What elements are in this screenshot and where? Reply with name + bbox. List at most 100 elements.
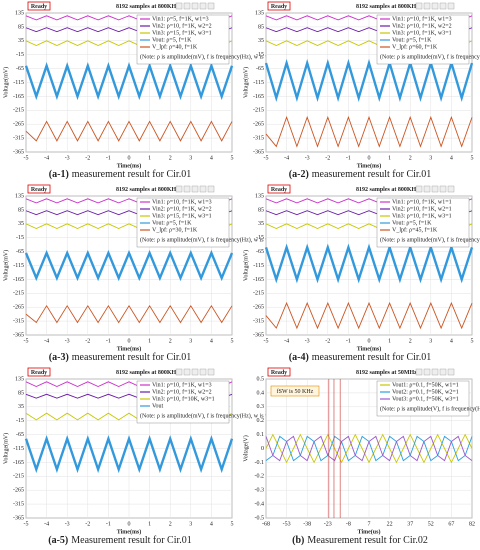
legend-label: Vin2: ρ=10, f=1K, w2=2 — [152, 205, 212, 212]
y-tick-label: 0.2 — [257, 418, 265, 424]
y-tick-label: -365 — [253, 149, 264, 155]
y-tick-label: -315 — [253, 135, 264, 141]
annotation: fSW is 50 KHz — [277, 388, 314, 395]
x-tick-label: 1 — [148, 155, 151, 161]
y-tick-label: -65 — [16, 66, 24, 72]
y-tick-label: -215 — [13, 108, 24, 114]
x-tick-label: -1 — [106, 521, 111, 527]
y-tick-label: -165 — [13, 460, 24, 466]
caption: (b) Measurement result for Cir.02 — [292, 535, 428, 546]
status: Ready — [31, 4, 47, 10]
tool-icon — [199, 368, 207, 376]
x-axis-label: Time(ms) — [357, 162, 382, 169]
x-tick-label: -4 — [44, 338, 49, 344]
legend-box — [376, 380, 470, 417]
x-tick-label: -1 — [106, 338, 111, 344]
y-tick-label: -65 — [256, 249, 264, 255]
x-tick-label: 0 — [128, 521, 131, 527]
caption-text: Measurement result for Cir.02 — [307, 535, 428, 546]
x-tick-label: 4 — [210, 155, 213, 161]
y-tick-label: 0.1 — [257, 432, 265, 438]
series-line — [265, 433, 473, 464]
y-tick-label: -65 — [256, 66, 264, 72]
x-tick-label: -5 — [24, 338, 29, 344]
legend-box — [136, 197, 230, 248]
panel: Ready 8192 samples at 50MHz 0.5 0.4 0.3 0.2 0.… — [242, 367, 480, 546]
legend-label: Vin2: ρ=10, f=1K, w2=2 — [152, 388, 212, 395]
y-tick-label: 135 — [15, 193, 24, 199]
y-tick-label: -65 — [16, 432, 24, 438]
x-tick-label: 1 — [388, 155, 391, 161]
y-tick-label: -115 — [13, 446, 24, 452]
y-tick-label: -115 — [253, 263, 264, 269]
caption-label: (a-2) — [289, 169, 309, 180]
tool-icon — [447, 2, 455, 10]
y-tick-label: -165 — [13, 277, 24, 283]
samples: 8192 samples at 800KHz — [356, 187, 419, 193]
x-tick-label: -2 — [325, 338, 330, 344]
status-box — [27, 1, 51, 11]
tool-icon — [431, 368, 439, 376]
legend-note: (Note: ρ is amplitude(V), f is frequency… — [380, 405, 480, 412]
y-tick-label: 85 — [258, 24, 264, 30]
tool-icon — [415, 368, 423, 376]
x-tick-label: 0 — [368, 338, 371, 344]
x-tick-label: 4 — [450, 338, 453, 344]
y-tick-label: -0.4 — [255, 501, 265, 507]
tool-icon — [191, 185, 199, 193]
y-tick-label: 0 — [261, 446, 264, 452]
series-line — [25, 120, 233, 142]
x-tick-label: -4 — [284, 338, 289, 344]
x-tick-label: -1 — [346, 338, 351, 344]
legend-label: Vin3: ρ=10, f=10K, w3=1 — [152, 395, 215, 402]
y-tick-label: 35 — [258, 221, 264, 227]
y-tick-label: 85 — [18, 207, 24, 213]
legend-label: Vout: ρ=5, f=1K — [392, 219, 432, 226]
y-axis-label: Voltage(mV) — [242, 67, 249, 98]
legend-label: Vin2: ρ=10, f=1K, w2=2 — [392, 22, 452, 29]
x-tick-label: -3 — [65, 338, 70, 344]
tool-icon — [175, 368, 183, 376]
caption: (a-3) measurement result for Cir.01 — [49, 352, 191, 363]
x-tick-label: -4 — [284, 155, 289, 161]
panel: Ready 8192 samples at 800KHz1358535-15-65… — [2, 184, 285, 363]
status-box — [267, 367, 291, 377]
y-tick-label: 135 — [15, 10, 24, 16]
y-tick-label: 85 — [258, 207, 264, 213]
tool-icon — [423, 368, 431, 376]
legend-note: (Note: ρ is amplitude(mV), f is frequenc… — [380, 53, 480, 60]
x-tick-label: 37 — [407, 521, 413, 527]
y-tick-label: -165 — [253, 94, 264, 100]
legend-label: V_lpf: ρ=40, f=1K — [152, 43, 198, 50]
caption: (a-5) Measurement result for Cir.01 — [48, 535, 192, 546]
tool-icon — [175, 2, 183, 10]
legend-label: V_lpf: ρ=60, f=1K — [392, 43, 438, 50]
x-axis-label: Time(ms) — [117, 345, 142, 352]
x-tick-label: -4 — [44, 155, 49, 161]
x-tick-label: 3 — [189, 155, 192, 161]
tool-icon — [191, 368, 199, 376]
tool-icon — [183, 2, 191, 10]
y-tick-label: -265 — [13, 122, 24, 128]
samples: 8192 samples at 800KHz — [116, 187, 179, 193]
status-box — [27, 184, 51, 194]
x-tick-label: -53 — [283, 521, 291, 527]
status: Ready — [31, 370, 47, 376]
tool-icon — [415, 2, 423, 10]
y-tick-label: -215 — [13, 474, 24, 480]
samples: 8192 samples at 800KHz — [116, 370, 179, 376]
caption-text: Measurement result for Cir.01 — [71, 535, 192, 546]
y-tick-label: 135 — [255, 193, 264, 199]
tool-icon — [431, 2, 439, 10]
status-box — [27, 367, 51, 377]
legend-note: (Note: ρ is amplitude(mV), f is frequenc… — [140, 412, 285, 419]
y-tick-label: -115 — [13, 80, 24, 86]
x-tick-label: 3 — [429, 155, 432, 161]
y-tick-label: 85 — [18, 24, 24, 30]
x-tick-label: -2 — [85, 338, 90, 344]
caption-text: measurement result for Cir.01 — [72, 352, 191, 363]
legend-label: Vout3: ρ=0.1, f=50K, w3=1 — [392, 395, 459, 402]
x-tick-label: -3 — [65, 155, 70, 161]
legend-label: Vout — [152, 403, 164, 409]
